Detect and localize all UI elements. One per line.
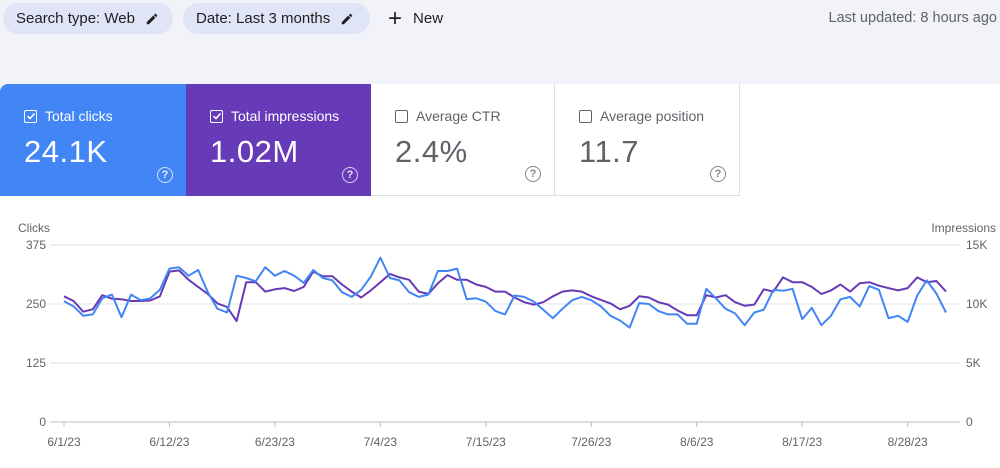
right-tick-label: 5K bbox=[966, 356, 981, 370]
help-icon[interactable]: ? bbox=[525, 166, 541, 182]
x-tick-label: 7/15/23 bbox=[466, 435, 506, 449]
clicks-series-line bbox=[63, 256, 947, 329]
left-tick-label: 0 bbox=[39, 415, 46, 429]
x-tick-label: 7/26/23 bbox=[571, 435, 611, 449]
average-ctr-label: Average CTR bbox=[416, 108, 501, 124]
total-impressions-value: 1.02M bbox=[210, 134, 299, 169]
total-impressions-label: Total impressions bbox=[231, 108, 340, 124]
filter-bar: Search type: Web Date: Last 3 months + N… bbox=[0, 0, 1000, 38]
total-clicks-value: 24.1K bbox=[24, 134, 108, 169]
right-tick-label: 10K bbox=[966, 297, 987, 311]
right-tick-label: 0 bbox=[966, 415, 973, 429]
left-tick-label: 250 bbox=[26, 297, 46, 311]
performance-chart-svg: Clicks Impressions 0 0 125 5K 250 10K 375 15K 6/1/… bbox=[18, 221, 996, 449]
x-tick-label: 8/6/23 bbox=[680, 435, 714, 449]
average-ctr-value: 2.4% bbox=[395, 134, 468, 169]
help-icon[interactable]: ? bbox=[157, 167, 173, 183]
new-filter-button[interactable]: + New bbox=[388, 3, 443, 34]
left-axis-title: Clicks bbox=[18, 221, 50, 235]
average-ctr-card[interactable]: Average CTR 2.4% ? bbox=[371, 84, 555, 196]
x-tick-label: 8/28/23 bbox=[888, 435, 928, 449]
pencil-icon[interactable] bbox=[340, 12, 354, 26]
checkbox-checked-icon[interactable] bbox=[24, 109, 37, 123]
search-type-filter-chip[interactable]: Search type: Web bbox=[3, 3, 173, 34]
help-icon[interactable]: ? bbox=[710, 166, 726, 182]
performance-panel: Total clicks 24.1K ? Total impressions 1… bbox=[0, 84, 1000, 468]
average-position-card[interactable]: Average position 11.7 ? bbox=[555, 84, 740, 196]
checkbox-unchecked-icon[interactable] bbox=[395, 109, 408, 123]
right-tick-label: 15K bbox=[966, 238, 987, 252]
right-axis-title: Impressions bbox=[931, 221, 996, 235]
plus-icon: + bbox=[388, 4, 403, 32]
x-tick-label: 6/1/23 bbox=[47, 435, 81, 449]
left-tick-label: 375 bbox=[26, 238, 46, 252]
total-clicks-label: Total clicks bbox=[45, 108, 113, 124]
average-position-value: 11.7 bbox=[579, 134, 640, 169]
total-clicks-card[interactable]: Total clicks 24.1K ? bbox=[0, 84, 186, 196]
left-tick-label: 125 bbox=[26, 356, 46, 370]
performance-chart[interactable]: Clicks Impressions 0 0 125 5K 250 10K 375 15K 6/1/… bbox=[0, 220, 1000, 468]
average-position-label: Average position bbox=[600, 108, 705, 124]
pencil-icon[interactable] bbox=[145, 12, 159, 26]
new-filter-label: New bbox=[413, 10, 444, 27]
x-tick-label: 8/17/23 bbox=[782, 435, 822, 449]
last-updated-text: Last updated: 8 hours ago bbox=[828, 10, 998, 26]
date-filter-label: Date: Last 3 months bbox=[196, 10, 331, 27]
checkbox-checked-icon[interactable] bbox=[210, 109, 223, 123]
x-tick-label: 6/12/23 bbox=[149, 435, 189, 449]
search-type-filter-label: Search type: Web bbox=[16, 10, 135, 27]
x-tick-label: 6/23/23 bbox=[255, 435, 295, 449]
date-filter-chip[interactable]: Date: Last 3 months bbox=[183, 3, 370, 34]
x-tick-label: 7/4/23 bbox=[364, 435, 398, 449]
total-impressions-card[interactable]: Total impressions 1.02M ? bbox=[186, 84, 371, 196]
checkbox-unchecked-icon[interactable] bbox=[579, 109, 592, 123]
help-icon[interactable]: ? bbox=[342, 167, 358, 183]
